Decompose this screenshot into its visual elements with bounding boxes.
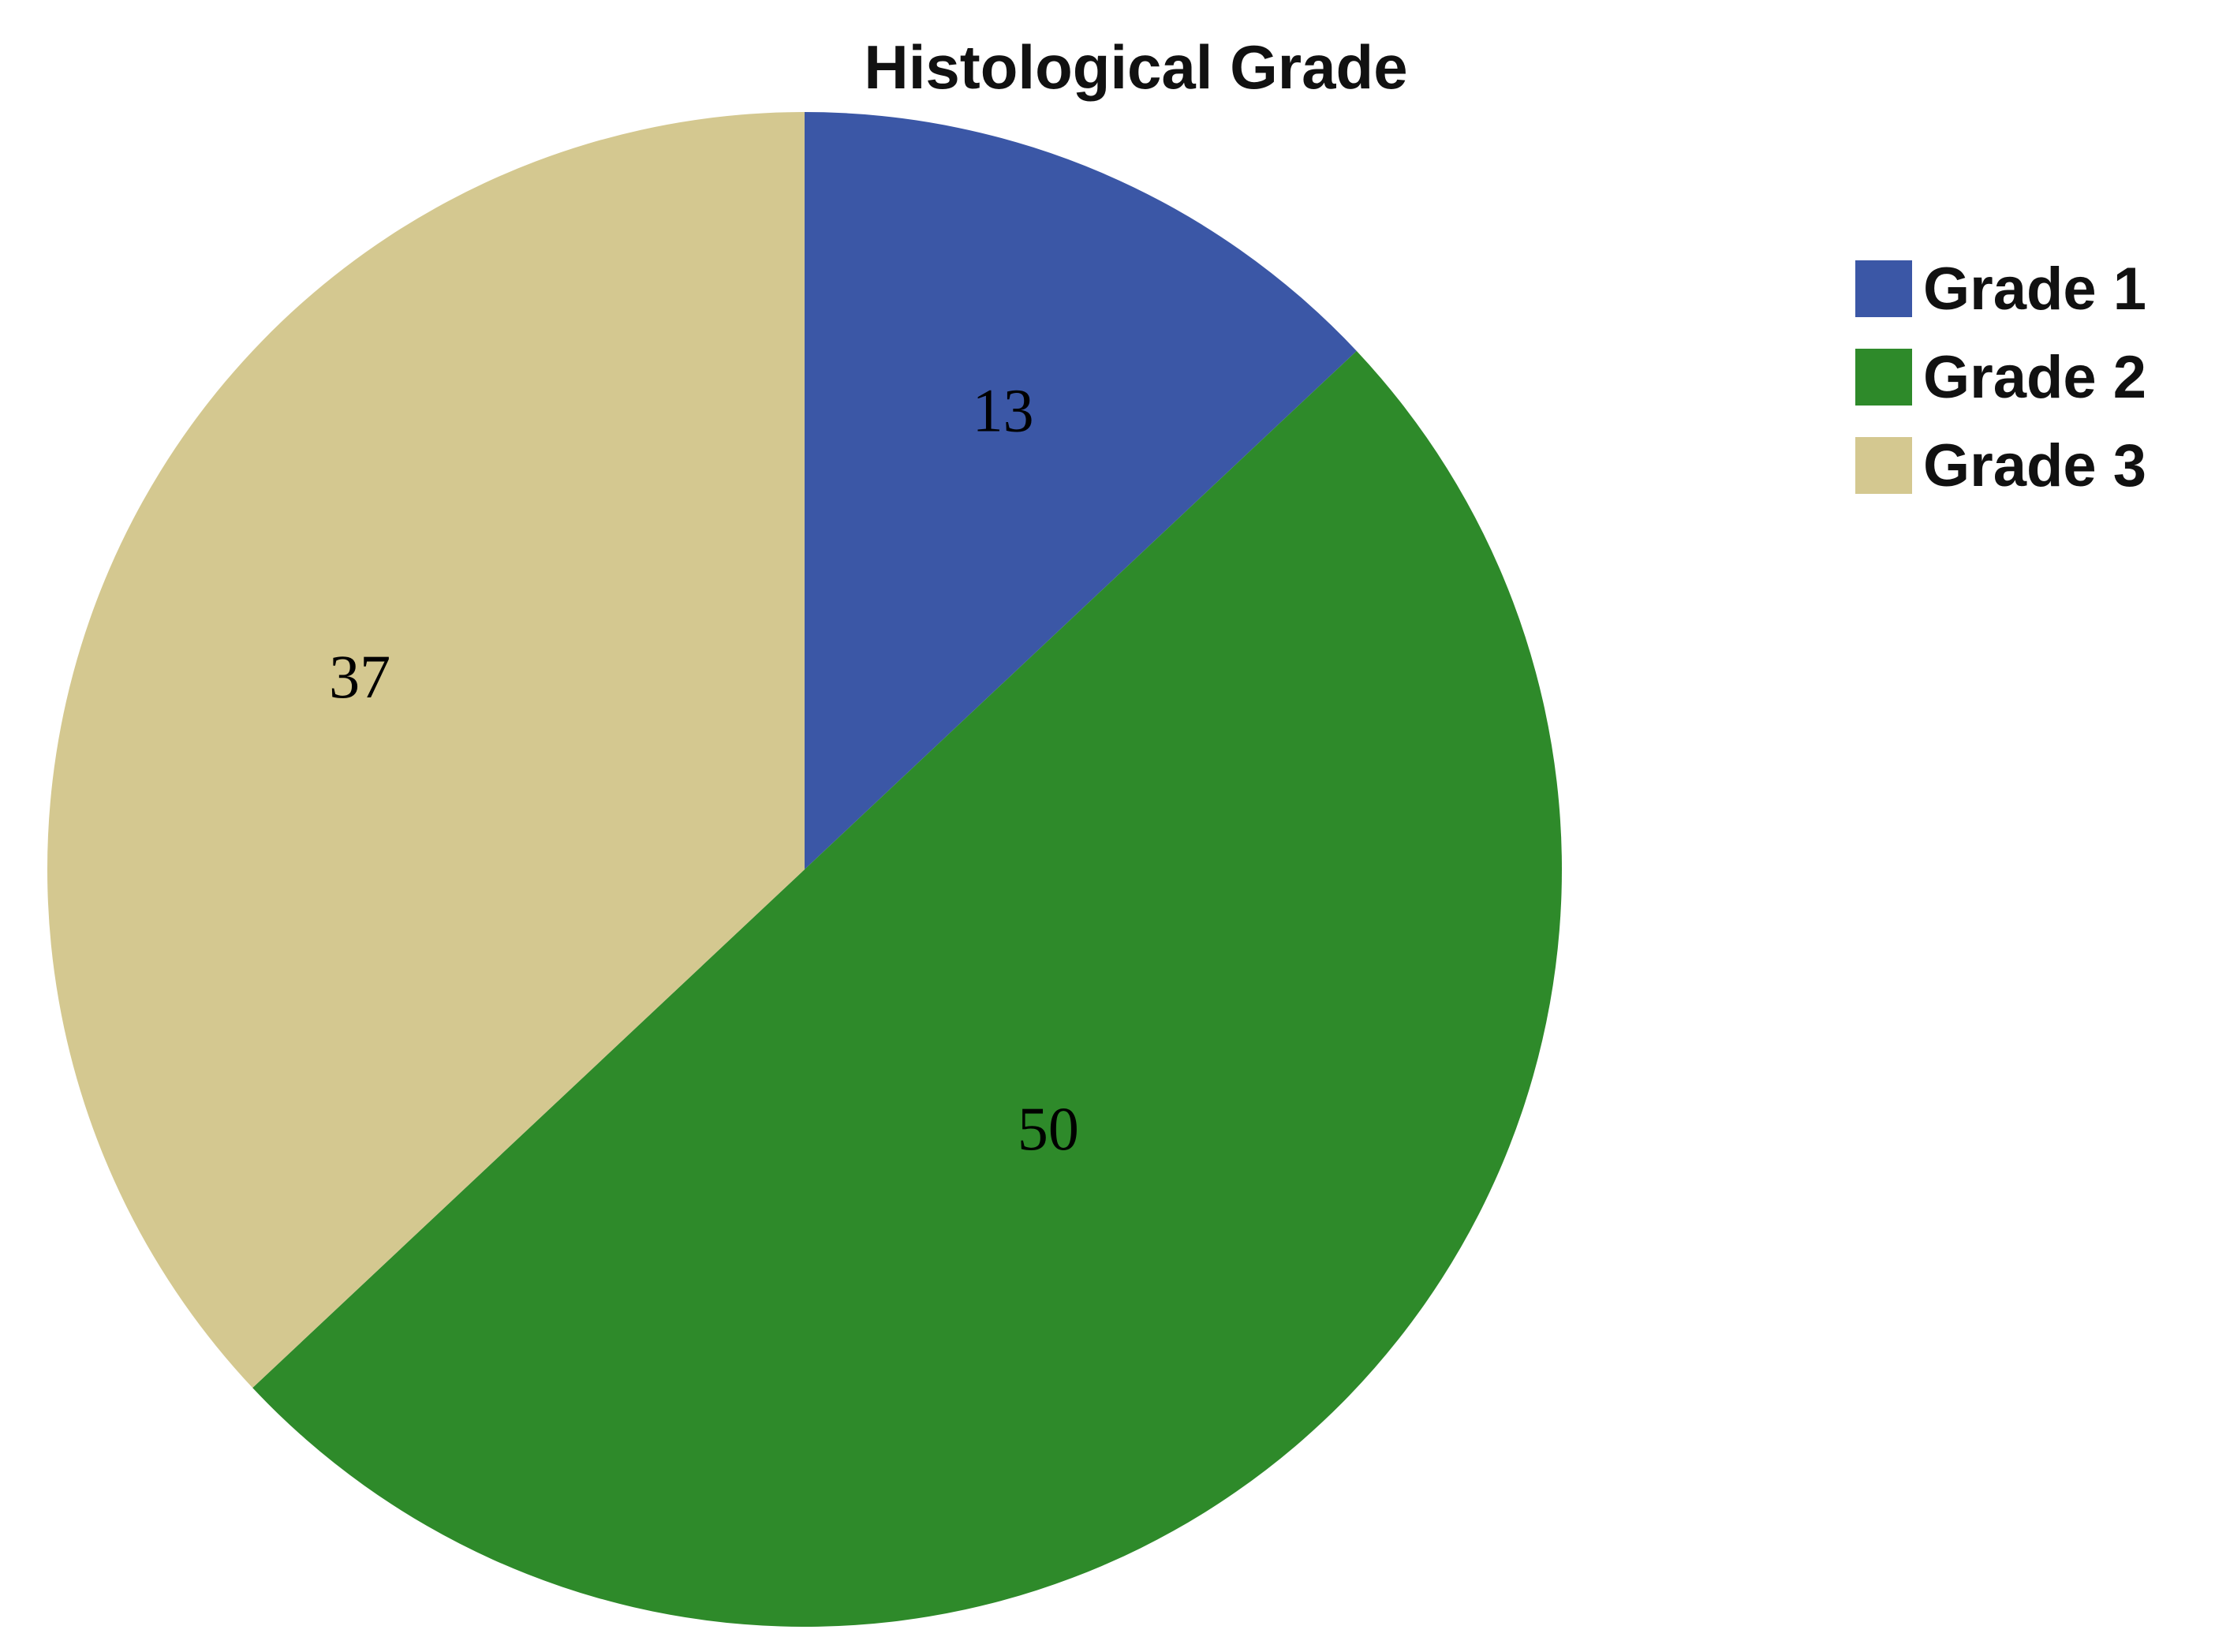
pie-slices <box>47 112 1562 1628</box>
legend-swatch-3 <box>1855 437 1912 494</box>
legend: Grade 1 Grade 2 Grade 3 <box>1855 256 2146 499</box>
legend-label-1: Grade 1 <box>1923 256 2146 323</box>
pie-slice-grade-1 <box>805 112 1357 869</box>
pie-slice-grade-2 <box>252 350 1562 1628</box>
legend-label-2: Grade 2 <box>1923 344 2146 411</box>
pie-slice-labels: 13 50 37 <box>329 376 1079 1163</box>
slice-label-grade-3: 37 <box>329 642 390 711</box>
pie-slice-grade-3 <box>47 112 805 1389</box>
legend-label-3: Grade 3 <box>1923 432 2146 499</box>
legend-swatch-2 <box>1855 349 1912 406</box>
slice-label-grade-2: 50 <box>1018 1094 1079 1163</box>
chart-title: Histological Grade <box>864 32 1407 102</box>
slice-label-grade-1: 13 <box>973 376 1034 445</box>
legend-swatch-1 <box>1855 260 1912 317</box>
